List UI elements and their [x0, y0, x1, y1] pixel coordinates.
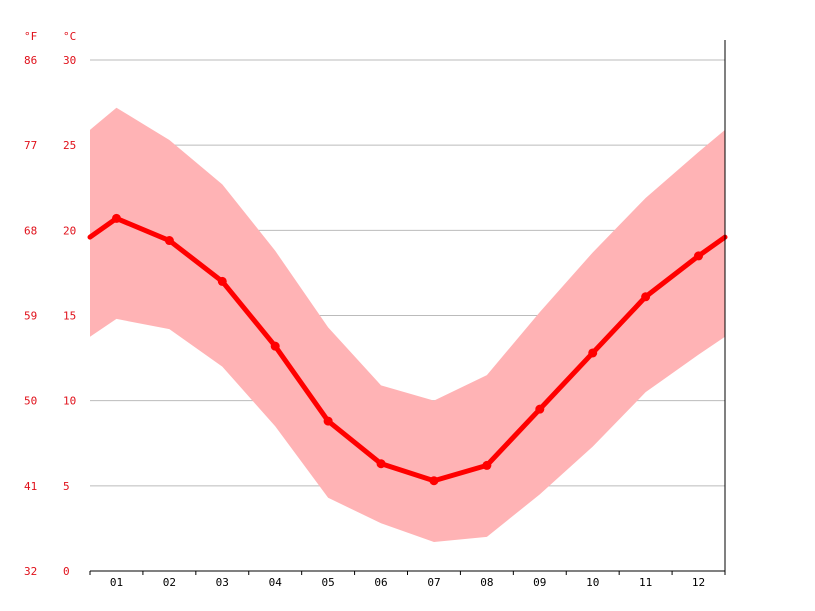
fahrenheit-unit-label: °F — [24, 30, 37, 43]
data-point — [376, 459, 386, 469]
data-point — [482, 460, 492, 470]
data-point — [535, 404, 545, 414]
x-tick-label-month: 01 — [110, 576, 123, 589]
y-tick-label-fahrenheit: 50 — [24, 395, 37, 408]
axes — [89, 40, 726, 575]
data-point — [111, 213, 121, 223]
y-tick-label-fahrenheit: 77 — [24, 139, 37, 152]
data-point — [323, 416, 333, 426]
x-tick-label-month: 12 — [692, 576, 705, 589]
data-point — [588, 348, 598, 358]
data-point — [429, 476, 439, 486]
y-tick-label-fahrenheit: 32 — [24, 565, 37, 578]
data-point — [164, 236, 174, 246]
y-tick-label-celsius: 0 — [63, 565, 70, 578]
axis-labels: °F °C 0 32 5 41 10 50 15 59 20 68 25 77 30 86 01 02 03 04… — [24, 30, 705, 589]
average-temperature-line — [87, 215, 728, 484]
y-tick-label-celsius: 30 — [63, 54, 76, 67]
y-tick-label-fahrenheit: 41 — [24, 480, 37, 493]
x-tick-label-month: 06 — [374, 576, 387, 589]
data-point — [641, 292, 651, 302]
x-tick-label-month: 07 — [427, 576, 440, 589]
y-tick-label-celsius: 20 — [63, 224, 76, 237]
average-temperature-points — [111, 213, 704, 486]
x-tick-label-month: 05 — [322, 576, 335, 589]
data-point — [217, 276, 227, 286]
y-tick-label-fahrenheit: 86 — [24, 54, 37, 67]
y-tick-label-celsius: 15 — [63, 310, 76, 323]
x-tick-label-month: 04 — [269, 576, 283, 589]
data-point — [694, 251, 704, 261]
temperature-range-band — [90, 107, 725, 543]
x-tick-label-month: 10 — [586, 576, 599, 589]
x-tick-label-month: 11 — [639, 576, 652, 589]
y-tick-label-fahrenheit: 68 — [24, 224, 37, 237]
y-tick-label-fahrenheit: 59 — [24, 310, 37, 323]
x-tick-label-month: 09 — [533, 576, 546, 589]
celsius-unit-label: °C — [63, 30, 76, 43]
y-tick-label-celsius: 5 — [63, 480, 70, 493]
y-tick-label-celsius: 25 — [63, 139, 76, 152]
x-tick-label-month: 08 — [480, 576, 493, 589]
data-point — [270, 341, 280, 351]
x-tick-label-month: 02 — [163, 576, 176, 589]
x-tick-label-month: 03 — [216, 576, 229, 589]
y-tick-label-celsius: 10 — [63, 395, 76, 408]
